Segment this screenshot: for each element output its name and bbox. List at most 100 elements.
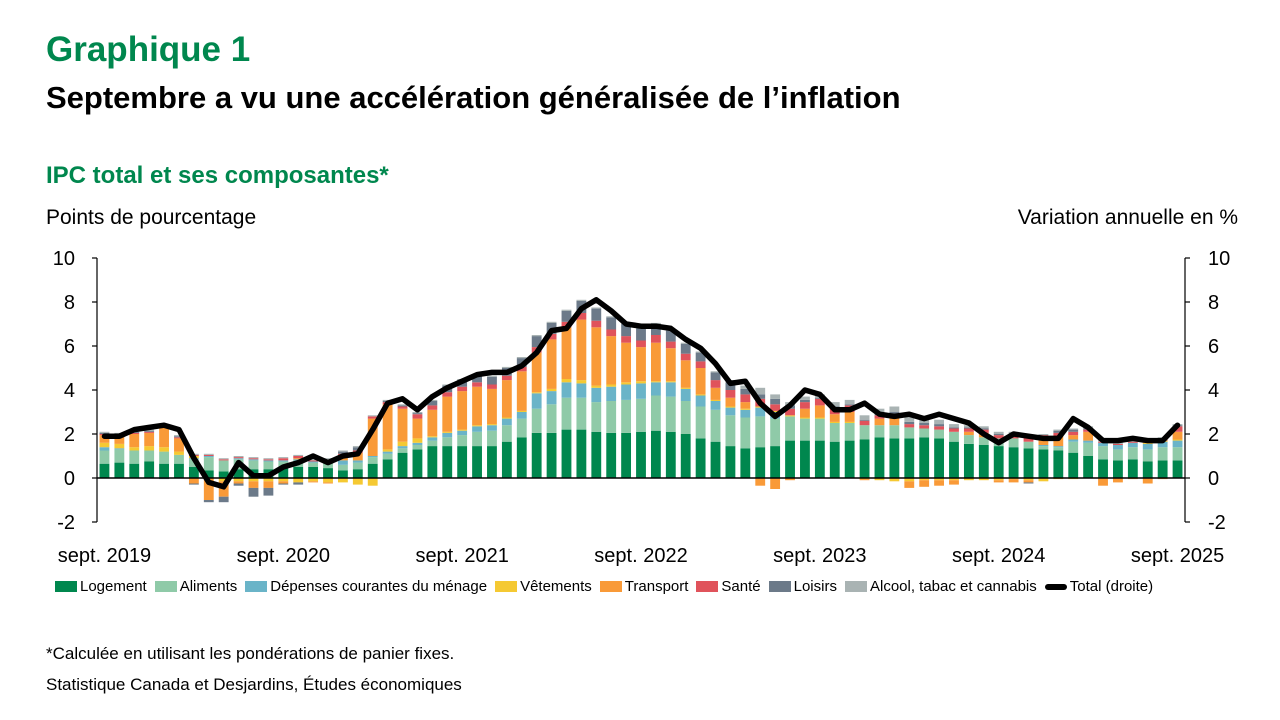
bar-segment-sante <box>785 408 795 416</box>
legend-swatch <box>599 581 622 592</box>
bar-segment-aliments <box>949 431 959 442</box>
bar-segment-alcool-tabac-et-cannabis <box>397 404 408 406</box>
bar-segment-logement <box>949 441 959 478</box>
bar-segment-sante <box>501 375 512 381</box>
bar-segment-logement <box>278 468 289 478</box>
bar-segment-sante <box>308 460 319 462</box>
bar-segment-logement <box>740 448 751 478</box>
bar-segment-vetements <box>323 478 333 483</box>
bar-segment-vetements <box>1172 439 1183 441</box>
bar-segment-transport <box>278 481 289 484</box>
bar-segment-logement <box>904 438 915 478</box>
bar-segment-aliments <box>919 428 930 438</box>
bar-segment-aliments <box>561 397 572 430</box>
bar-segment-vetements <box>472 425 482 427</box>
bar-segment-aliments <box>531 408 542 433</box>
bar-segment-alcool-tabac-et-cannabis <box>501 366 512 368</box>
bar-segment-logement <box>725 446 736 478</box>
bar-segment-sante <box>591 320 602 328</box>
left-tick-label: 6 <box>64 336 75 358</box>
bar-segment-transport <box>1113 478 1123 483</box>
bar-segment-aliments <box>695 406 706 439</box>
bar-segment-logement <box>412 449 423 478</box>
bar-segment-alcool-tabac-et-cannabis <box>218 458 229 460</box>
bar-segment-vetements <box>829 421 840 423</box>
bar-segment-sante <box>934 426 945 430</box>
bar-segment-sante <box>621 336 632 343</box>
bar-segment-alcool-tabac-et-cannabis <box>427 399 438 401</box>
bar-segment-loisirs <box>144 430 155 432</box>
bar-segment-transport <box>472 386 482 426</box>
bar-segment-logement <box>546 432 557 478</box>
bar-segment-logement <box>323 468 333 478</box>
bar-segment-sante <box>442 392 453 397</box>
bar-segment-logement <box>889 438 900 478</box>
bar-segment-alcool-tabac-et-cannabis <box>561 309 572 311</box>
bar-segment-logement <box>293 467 304 478</box>
bar-segment-aliments <box>367 457 378 464</box>
bar-segment-aliments <box>99 450 110 464</box>
bar-segment-logement <box>770 446 781 478</box>
bar-segment-sante <box>293 456 304 459</box>
bar-segment-vetements <box>442 431 453 433</box>
bar-segment-logement <box>114 462 125 478</box>
bar-segment-depenses-courantes-du-menage <box>263 460 274 462</box>
bar-segment-logement <box>963 443 974 478</box>
bar-segment-logement <box>1038 449 1049 478</box>
legend-label: Aliments <box>179 578 238 595</box>
bar-segment-sante <box>665 341 676 349</box>
bar-segment-logement <box>1098 459 1108 478</box>
bar-segment-logement <box>188 467 199 478</box>
bar-segment-loisirs <box>963 427 974 429</box>
bar-segment-logement <box>352 469 363 478</box>
x-tick-label: sept. 2020 <box>237 545 330 567</box>
bar-segment-depenses-courantes-du-menage <box>203 456 214 458</box>
bar-segment-sante <box>233 457 244 459</box>
bar-segment-alcool-tabac-et-cannabis <box>755 387 766 395</box>
bar-segment-loisirs <box>427 401 438 406</box>
bar-segment-logement <box>174 463 184 478</box>
bar-segment-transport <box>531 352 542 393</box>
bar-segment-loisirs <box>710 372 721 381</box>
bar-segment-vetements <box>949 478 959 481</box>
bar-segment-aliments <box>1083 442 1094 456</box>
bar-segment-vetements <box>919 478 930 481</box>
bar-segment-logement <box>561 429 572 478</box>
bar-segment-transport <box>665 348 676 382</box>
bar-segment-sante <box>919 425 930 429</box>
bar-segment-vetements <box>740 408 751 410</box>
bar-segment-aliments <box>963 435 974 444</box>
bar-segment-logement <box>501 441 512 478</box>
bar-segment-alcool-tabac-et-cannabis <box>1068 428 1079 430</box>
bar-segment-aliments <box>859 425 870 440</box>
left-tick-label: -2 <box>57 512 75 534</box>
bar-segment-aliments <box>442 437 453 447</box>
bar-segment-transport <box>1083 431 1094 441</box>
bar-segment-alcool-tabac-et-cannabis <box>1053 429 1064 431</box>
bar-segment-aliments <box>621 399 632 433</box>
bar-segment-aliments <box>978 437 989 445</box>
bar-segment-alcool-tabac-et-cannabis <box>606 316 617 318</box>
bar-segment-loisirs <box>844 404 855 406</box>
bar-segment-alcool-tabac-et-cannabis <box>203 453 214 455</box>
bar-segment-sante <box>174 437 184 439</box>
bar-segment-alcool-tabac-et-cannabis <box>531 335 542 337</box>
bar-segment-depenses-courantes-du-menage <box>650 382 661 396</box>
bar-segment-depenses-courantes-du-menage <box>1053 446 1064 448</box>
bar-segment-vetements <box>233 478 244 482</box>
legend-item-sante: Santé <box>696 578 761 595</box>
bar-segment-sante <box>904 424 915 428</box>
bar-segment-transport <box>636 347 646 382</box>
left-axis-label: Points de pourcentage <box>46 206 257 229</box>
bar-segment-vetements <box>710 399 721 401</box>
legend-item-alcool-tabac-et-cannabis: Alcool, tabac et cannabis <box>844 578 1037 595</box>
bar-segment-aliments <box>263 461 274 470</box>
bar-segment-transport <box>1008 479 1019 483</box>
bar-segment-loisirs <box>248 487 259 497</box>
bar-segment-loisirs <box>978 428 989 430</box>
bar-segment-depenses-courantes-du-menage <box>1098 442 1108 447</box>
bar-segment-transport <box>1053 436 1064 447</box>
bar-segment-transport <box>293 458 304 460</box>
bar-segment-depenses-courantes-du-menage <box>487 425 497 431</box>
bar-segment-aliments <box>1068 441 1079 453</box>
